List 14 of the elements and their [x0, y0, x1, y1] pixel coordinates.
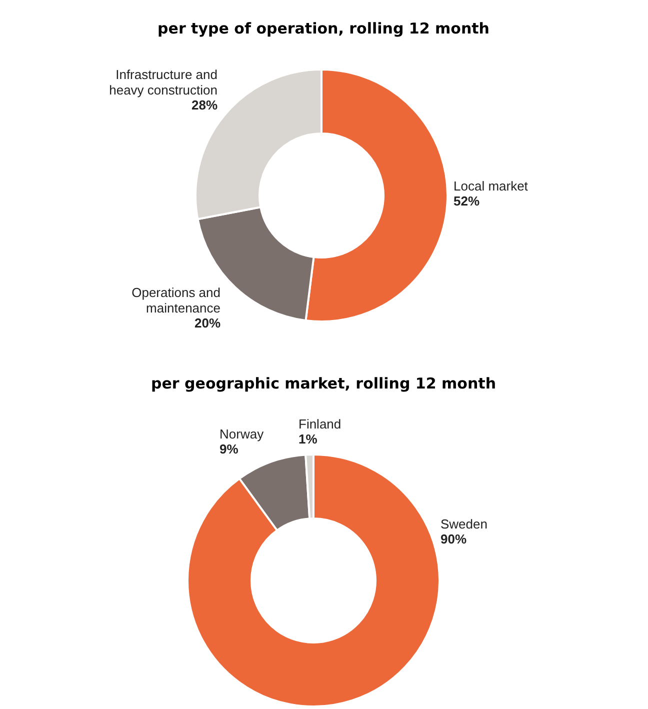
data-label: 9%: [220, 442, 239, 456]
chart-title: per geographic market, rolling 12 month: [151, 374, 496, 392]
slice-label: Finland: [298, 416, 342, 432]
slice-label: Local market: [454, 178, 528, 194]
data-label: 28%: [191, 98, 218, 112]
data-label: 52%: [454, 194, 480, 208]
data-label: 20%: [194, 316, 221, 330]
data-label: 1%: [298, 432, 318, 446]
slice-label: Sweden: [440, 516, 488, 532]
chart-title: per type of operation, rolling 12 month: [158, 20, 490, 38]
slice-label: Operations and maintenance: [132, 284, 221, 316]
slice-label: Infrastructure and heavy construction: [109, 66, 218, 98]
data-label: 90%: [440, 532, 467, 546]
slice-label: Norway: [220, 426, 264, 442]
